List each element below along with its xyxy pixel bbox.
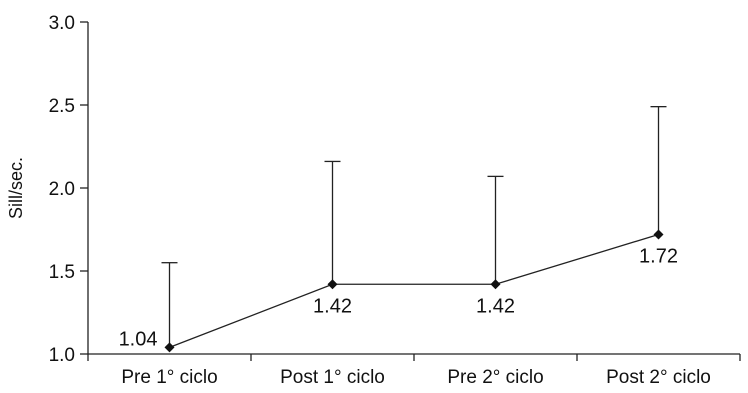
y-axis-title: Sill/sec.: [6, 157, 26, 219]
data-point-marker: [653, 229, 664, 240]
data-label: 1.42: [476, 295, 515, 317]
data-labels: 1.04 1.42 1.42 1.72: [119, 245, 678, 350]
data-series: [164, 229, 664, 353]
y-tick-label: 2.0: [49, 179, 75, 200]
data-point-marker: [327, 279, 338, 290]
y-tick-label: 1.5: [49, 262, 75, 283]
x-axis: Pre 1° ciclo Post 1° ciclo Pre 2° ciclo Pos…: [87, 353, 741, 388]
x-category-label: Post 1° ciclo: [280, 367, 385, 388]
error-bars: [161, 106, 667, 348]
data-point-marker: [164, 342, 175, 353]
x-category-label: Pre 1° ciclo: [121, 367, 217, 388]
data-label: 1.42: [313, 295, 352, 317]
data-label: 1.04: [119, 328, 158, 350]
series-line: [169, 233, 659, 348]
y-tick-label: 2.5: [49, 96, 75, 117]
x-category-label: Pre 2° ciclo: [447, 367, 543, 388]
y-tick-label: 3.0: [49, 13, 75, 34]
x-category-label: Post 2° ciclo: [606, 367, 711, 388]
y-axis: 1.0 1.5 2.0 2.5 3.0: [49, 13, 89, 366]
data-label: 1.72: [639, 245, 678, 267]
y-tick-label: 1.0: [49, 345, 75, 366]
data-point-marker: [490, 279, 501, 290]
